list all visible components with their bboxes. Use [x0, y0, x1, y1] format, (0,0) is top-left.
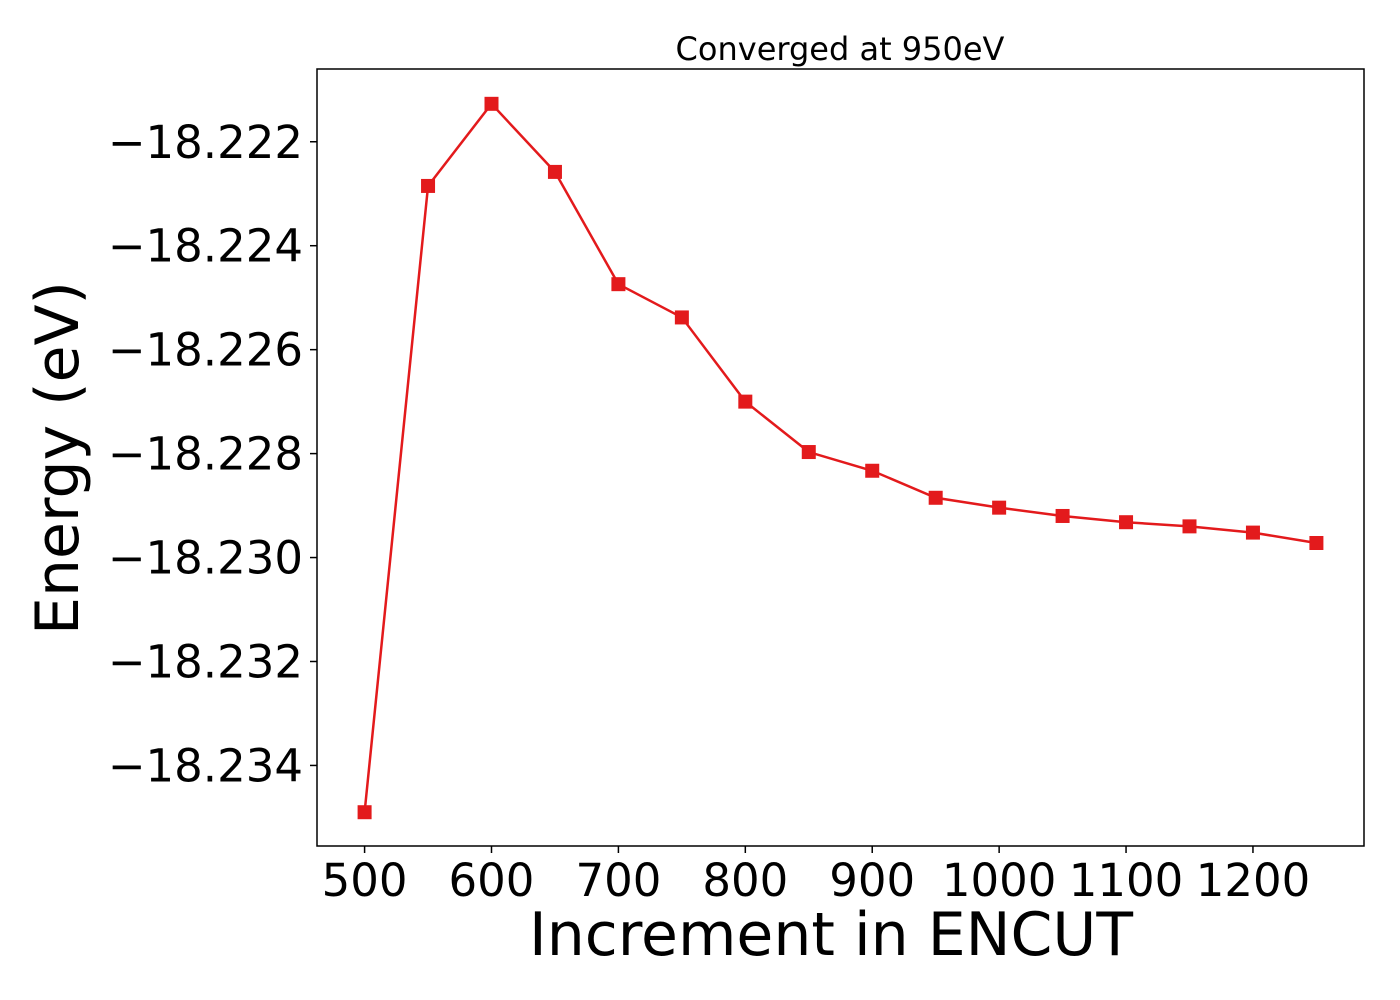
x-axis-ticks: 500 600 700 800 900 1000 1100 1200	[322, 846, 1311, 907]
y-tick-label: −18.232	[108, 635, 303, 688]
data-point-marker	[357, 805, 372, 820]
data-point-marker	[1119, 515, 1134, 530]
x-tick-label: 500	[322, 854, 408, 907]
data-point-marker	[674, 310, 689, 325]
x-tick-label: 1200	[1196, 854, 1311, 907]
y-tick-label: −18.230	[108, 532, 303, 585]
data-point-marker	[1182, 519, 1197, 534]
x-tick-label: 900	[829, 854, 915, 907]
y-tick-label: −18.224	[108, 220, 303, 273]
data-point-marker	[928, 490, 943, 505]
data-point-marker	[738, 394, 753, 409]
chart-title: Converged at 950eV	[676, 30, 1005, 68]
x-tick-label: 1100	[1069, 854, 1184, 907]
data-point-marker	[1055, 508, 1070, 523]
series-layer	[357, 96, 1324, 820]
x-tick-label: 1000	[942, 854, 1057, 907]
y-tick-label: −18.222	[108, 116, 303, 169]
plot-area	[316, 68, 1365, 847]
y-tick-label: −18.228	[108, 428, 303, 481]
data-point-marker	[992, 500, 1007, 515]
y-tick-label: −18.226	[108, 324, 303, 377]
y-tick-label: −18.234	[108, 739, 303, 792]
x-tick-label: 700	[575, 854, 661, 907]
data-point-marker	[484, 96, 499, 111]
x-tick-label: 600	[449, 854, 535, 907]
data-point-marker	[1309, 535, 1324, 550]
data-point-marker	[801, 445, 816, 460]
series-line	[363, 101, 1317, 813]
data-point-marker	[865, 463, 880, 478]
x-axis-label: Increment in ENCUT	[529, 900, 1133, 970]
data-point-marker	[547, 164, 562, 179]
x-tick-label: 800	[702, 854, 788, 907]
data-point-marker	[1245, 525, 1260, 540]
y-axis-label: Energy (eV)	[23, 281, 93, 635]
data-point-marker	[611, 277, 626, 292]
y-axis-ticks: −18.222 −18.224 −18.226 −18.228 −18.230 −18.2…	[108, 116, 317, 792]
data-point-marker	[421, 178, 436, 193]
